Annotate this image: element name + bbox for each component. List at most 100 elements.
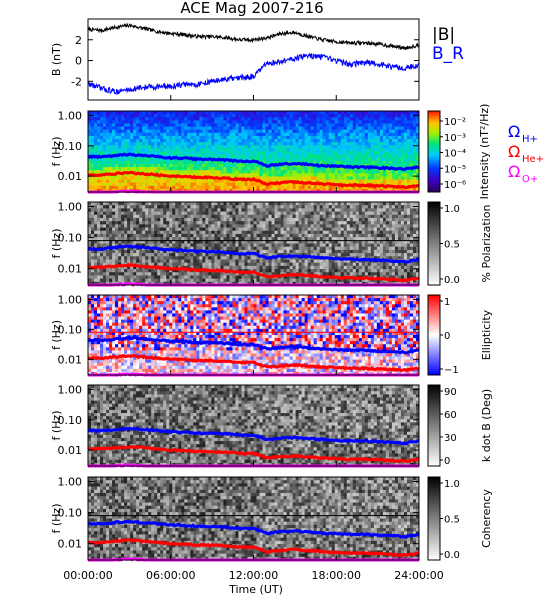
spectrogram-cell	[172, 151, 176, 156]
spectrogram-cell	[184, 148, 188, 152]
spectrogram-cell	[292, 114, 297, 118]
spectrogram-cell	[163, 214, 167, 219]
spectrogram-cell	[286, 173, 291, 177]
spectrogram-cell	[298, 265, 303, 270]
spectrogram-cell	[91, 221, 95, 225]
spectrogram-cell	[136, 182, 140, 187]
spectrogram-cell	[169, 262, 173, 267]
spectrogram-cell	[121, 111, 125, 115]
spectrogram-cell	[403, 179, 408, 184]
spectrogram-cell	[199, 139, 203, 143]
spectrogram-cell	[133, 221, 137, 225]
spectrogram-cell	[286, 142, 291, 146]
spectrogram-cell	[190, 135, 194, 140]
spectrogram-cell	[289, 221, 294, 225]
spectrogram-cell	[406, 170, 411, 174]
spectrogram-cell	[244, 173, 248, 177]
spectrogram-cell	[118, 214, 122, 219]
spectrogram-cell	[220, 160, 224, 165]
spectrogram-cell	[139, 205, 143, 209]
spectrogram-cell	[190, 227, 194, 232]
spectrogram-cell	[202, 132, 206, 137]
spectrogram-cell	[154, 176, 158, 180]
spectrogram-cell	[229, 126, 233, 131]
spectrogram-cell	[262, 205, 266, 209]
spectrogram-cell	[223, 123, 227, 127]
spectrogram-cell	[184, 259, 188, 264]
spectrogram-cell	[223, 243, 227, 248]
spectrogram-cell	[190, 123, 194, 127]
spectrogram-cell	[139, 269, 143, 273]
spectrogram-cell	[307, 208, 312, 212]
spectrogram-cell	[367, 148, 372, 152]
spectrogram-cell	[187, 227, 191, 232]
spectrogram-cell	[274, 176, 278, 180]
spectrogram-cell	[166, 114, 170, 118]
spectrogram-cell	[220, 129, 224, 134]
spectrogram-cell	[394, 173, 399, 177]
spectrogram-cell	[259, 176, 263, 180]
spectrogram-cell	[169, 114, 173, 118]
spectrogram-cell	[103, 227, 107, 232]
spectrogram-cell	[208, 227, 212, 232]
spectrogram-cell	[334, 157, 339, 162]
spectrogram-cell	[394, 111, 399, 115]
spectrogram-cell	[235, 262, 239, 267]
spectrogram-cell	[400, 163, 405, 168]
panel-3: 1.000.100.01f (Hz)1.00.50.0% Polarizatio…	[50, 201, 493, 287]
spectrogram-cell	[259, 214, 263, 219]
spectrogram-cell	[220, 163, 224, 168]
spectrogram-cell	[232, 182, 236, 187]
spectrogram-cell	[325, 117, 330, 121]
spectrogram-cell	[106, 182, 110, 187]
spectrogram-cell	[145, 120, 149, 124]
spectrogram-cell	[112, 205, 116, 209]
spectrogram-cell	[307, 176, 312, 180]
spectrogram-cell	[322, 214, 327, 219]
spectrogram-cell	[265, 217, 269, 222]
spectrogram-cell	[232, 278, 236, 283]
spectrogram-cell	[169, 224, 173, 228]
spectrogram-cell	[334, 176, 339, 180]
spectrogram-cell	[136, 114, 140, 118]
spectrogram-cell	[343, 148, 348, 152]
spectrogram-cell	[142, 249, 146, 254]
spectrogram-cell	[319, 132, 324, 137]
spectrogram-cell	[103, 117, 107, 121]
spectrogram-cell	[352, 176, 357, 180]
spectrogram-cell	[334, 145, 339, 149]
spectrogram-cell	[106, 170, 110, 174]
spectrogram-cell	[325, 176, 330, 180]
spectrogram-cell	[145, 157, 149, 162]
spectrogram-cell	[292, 139, 297, 143]
spectrogram-cell	[346, 167, 351, 171]
spectrogram-cell	[172, 256, 176, 260]
spectrogram-cell	[178, 117, 182, 121]
spectrogram-cell	[190, 256, 194, 260]
spectrogram-cell	[400, 114, 405, 118]
spectrogram-cell	[370, 139, 375, 143]
spectrogram-cell	[136, 202, 140, 206]
spectrogram-cell	[223, 246, 227, 251]
spectrogram-cell	[289, 262, 294, 267]
spectrogram-cell	[157, 208, 161, 212]
spectrogram-cell	[262, 217, 266, 222]
spectrogram-cell	[250, 139, 254, 143]
spectrogram-cell	[118, 111, 122, 115]
spectrogram-cell	[88, 123, 92, 127]
spectrogram-cell	[262, 151, 266, 156]
spectrogram-cell	[277, 139, 281, 143]
spectrogram-cell	[181, 167, 185, 171]
spectrogram-cell	[250, 205, 254, 209]
spectrogram-cell	[160, 157, 164, 162]
spectrogram-cell	[166, 217, 170, 222]
spectrogram-cell	[190, 278, 194, 283]
spectrogram-cell	[148, 208, 152, 212]
spectrogram-cell	[250, 126, 254, 131]
spectrogram-cell	[274, 132, 278, 137]
spectrogram-cell	[91, 224, 95, 228]
spectrogram-cell	[286, 243, 291, 248]
spectrogram-cell	[259, 123, 263, 127]
spectrogram-cell	[181, 230, 185, 235]
spectrogram-cell	[217, 132, 221, 137]
